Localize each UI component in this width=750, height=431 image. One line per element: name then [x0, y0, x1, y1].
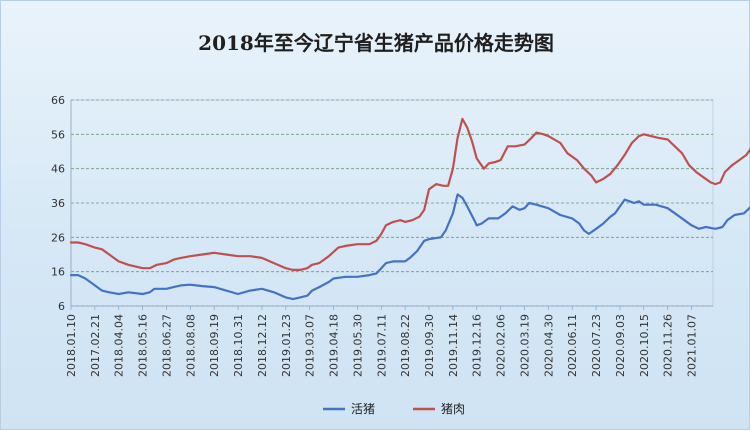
y-tick-label: 6	[58, 300, 65, 313]
series-line-live-pig	[69, 193, 750, 301]
x-tick-label: 2020.03.19	[518, 314, 531, 377]
x-tick-label: 2019.09.30	[423, 314, 436, 377]
x-tick-label: 2020.04.30	[542, 314, 555, 377]
x-tick-label: 2018.06.27	[160, 314, 173, 377]
y-tick-label: 56	[51, 128, 65, 141]
x-tick-label: 2019.11.14	[447, 314, 460, 377]
x-tick-label: 2018.01.10	[65, 314, 78, 377]
x-tick-label: 2020.07.23	[590, 314, 603, 377]
x-tick-label: 2018.10.31	[232, 314, 245, 377]
x-tick-label: 2019.05.30	[351, 314, 364, 377]
x-tick-label: 2021.01.07	[686, 314, 699, 377]
x-tick-label: 2020.11.26	[662, 314, 675, 377]
x-tick-label: 2019.12.16	[471, 314, 484, 377]
x-tick-label: 2019.07.11	[375, 314, 388, 377]
x-tick-label: 2019.08.22	[399, 314, 412, 377]
x-tick-label: 2018.09.19	[208, 314, 221, 377]
legend: 活猪 猪肉	[323, 402, 465, 416]
x-tick-label: 2020.02.06	[495, 314, 508, 377]
chart-title: 2018年至今辽宁省生猪产品价格走势图	[198, 31, 554, 55]
x-tick-label: 2017.02.21	[89, 314, 102, 377]
x-tick-label: 2018.12.12	[256, 314, 269, 377]
series-lines	[69, 117, 750, 301]
y-tick-label: 26	[51, 231, 65, 244]
x-tick-label: 2020.10.15	[638, 314, 651, 377]
legend-label: 猪肉	[441, 402, 465, 416]
y-tick-label: 16	[51, 266, 65, 279]
x-tick-label: 2018.04.04	[113, 314, 126, 377]
x-tick-label: 2018.08.08	[184, 314, 197, 377]
x-tick-label: 2020.06.11	[566, 314, 579, 377]
x-tick-label: 2020.09.03	[614, 314, 627, 377]
x-tick-label: 2019.04.18	[328, 314, 341, 377]
y-tick-label: 36	[51, 197, 65, 210]
x-tick-label: 2019.01.23	[280, 314, 293, 377]
y-axis-ticks: 6 16 26 36 46 56 66	[51, 94, 65, 313]
y-tick-label: 66	[51, 94, 65, 107]
legend-label: 活猪	[351, 402, 375, 416]
x-tick-label: 2019.03.07	[304, 314, 317, 377]
x-tick-label: 2018.05.16	[137, 314, 150, 377]
y-tick-label: 46	[51, 163, 65, 176]
grid-lines	[70, 99, 714, 307]
x-axis-ticks: 2018.01.10 2017.02.21 2018.04.04 2018.05.16…	[65, 306, 699, 377]
series-line-pork	[69, 117, 750, 271]
